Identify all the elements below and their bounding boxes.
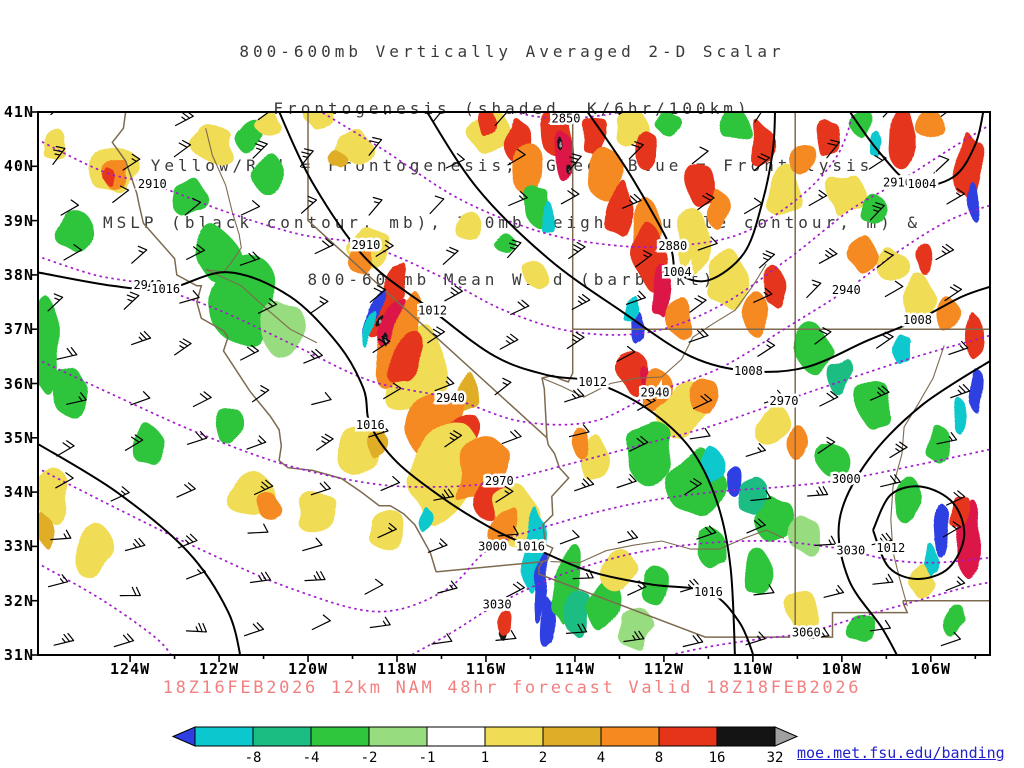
forecast-caption: 18Z16FEB2026 12km NAM 48hr forecast Vali… bbox=[162, 678, 862, 698]
svg-text:2970: 2970 bbox=[485, 474, 514, 488]
svg-text:1016: 1016 bbox=[356, 418, 385, 432]
lat-tick-label: 38N bbox=[3, 265, 34, 284]
colorbar-segment bbox=[194, 726, 254, 747]
svg-text:1008: 1008 bbox=[734, 364, 763, 378]
colorbar-tick-label: 4 bbox=[597, 750, 605, 766]
lon-tick-label: 118W bbox=[376, 660, 418, 678]
svg-text:1016: 1016 bbox=[516, 539, 545, 553]
lon-tick-label: 116W bbox=[465, 660, 507, 678]
axis-ticks bbox=[31, 111, 977, 662]
lon-tick-label: 112W bbox=[643, 660, 684, 678]
svg-text:1016: 1016 bbox=[694, 585, 723, 599]
colorbar-tick-label: -1 bbox=[419, 750, 436, 766]
svg-text:3000: 3000 bbox=[832, 472, 861, 486]
colorbar-segment bbox=[310, 726, 370, 747]
colorbar-right-arrow bbox=[774, 726, 799, 747]
lon-tick-label: 108W bbox=[821, 660, 862, 678]
svg-text:2880: 2880 bbox=[658, 239, 687, 253]
lon-tick-label: 122W bbox=[198, 660, 240, 678]
colorbar-tick-label: -4 bbox=[303, 750, 320, 766]
svg-text:3060: 3060 bbox=[792, 626, 821, 640]
svg-text:1012: 1012 bbox=[578, 375, 607, 389]
svg-text:1016: 1016 bbox=[151, 282, 180, 296]
lat-tick-label: 39N bbox=[3, 211, 34, 230]
title-line-4: MSLP (black contour, mb), 700mb height (… bbox=[103, 213, 921, 232]
lat-tick-label: 31N bbox=[3, 646, 34, 664]
mslp-contours bbox=[38, 112, 990, 655]
lon-tick-label: 120W bbox=[287, 660, 329, 678]
svg-text:2910: 2910 bbox=[351, 238, 380, 252]
svg-text:3000: 3000 bbox=[478, 539, 507, 553]
lat-tick-label: 36N bbox=[3, 374, 34, 393]
svg-text:2970: 2970 bbox=[770, 394, 799, 408]
title-line-1: 800-600mb Vertically Averaged 2-D Scalar bbox=[239, 42, 785, 61]
contour-labels: 2850 2880 2910 2910 2910 2940 2940 2940 2940 2970… bbox=[131, 112, 939, 642]
svg-text:2850: 2850 bbox=[552, 112, 581, 126]
frontogenesis-shading bbox=[38, 112, 986, 652]
colorbar-segment bbox=[600, 726, 660, 747]
svg-text:1004: 1004 bbox=[907, 177, 936, 191]
svg-text:2940: 2940 bbox=[832, 283, 861, 297]
wind-barbs bbox=[47, 112, 971, 648]
map-layers: 2850 2880 2910 2910 2910 2940 2940 2940 2940 2970… bbox=[38, 112, 990, 655]
colorbar-tick-label: -8 bbox=[245, 750, 262, 766]
colorbar-tick-label: 32 bbox=[767, 750, 784, 766]
map-plot: 2850 2880 2910 2910 2910 2940 2940 2940 2940 2970… bbox=[31, 111, 991, 662]
colorbar-tick-label: 2 bbox=[539, 750, 547, 766]
colorbar-segment bbox=[542, 726, 602, 747]
lat-tick-label: 33N bbox=[3, 537, 34, 556]
state-borders bbox=[111, 112, 990, 638]
colorbar-segment bbox=[368, 726, 428, 747]
colorbar-segment bbox=[716, 726, 776, 747]
colorbar-tick-label: 1 bbox=[481, 750, 489, 766]
svg-text:3030: 3030 bbox=[483, 598, 512, 612]
lat-tick-label: 35N bbox=[3, 428, 34, 447]
lat-tick-label: 34N bbox=[3, 483, 34, 502]
svg-text:2940: 2940 bbox=[436, 391, 465, 405]
lon-tick-label: 124W bbox=[110, 660, 151, 678]
lat-tick-label: 32N bbox=[3, 591, 34, 610]
lat-tick-label: 37N bbox=[3, 320, 34, 339]
lon-tick-label: 106W bbox=[910, 660, 951, 678]
colorbar-left-arrow bbox=[172, 726, 196, 747]
colorbar-tick-label: -2 bbox=[361, 750, 378, 766]
svg-text:2940: 2940 bbox=[133, 278, 162, 292]
colorbar-segment bbox=[252, 726, 312, 747]
svg-text:1012: 1012 bbox=[418, 304, 447, 318]
svg-text:1012: 1012 bbox=[876, 541, 905, 555]
banding-link[interactable]: moe.met.fsu.edu/banding bbox=[797, 744, 1005, 762]
lat-tick-label: 41N bbox=[3, 103, 34, 121]
rivers bbox=[205, 128, 945, 607]
svg-text:2940: 2940 bbox=[641, 386, 670, 400]
colorbar: -8 -4 -2 -1 1 2 4 8 16 32 bbox=[172, 726, 799, 766]
lon-tick-label: 110W bbox=[732, 660, 773, 678]
lat-tick-label: 40N bbox=[3, 157, 34, 176]
colorbar-tick-label: 8 bbox=[655, 750, 663, 766]
svg-text:3030: 3030 bbox=[836, 544, 865, 558]
svg-text:1004: 1004 bbox=[663, 265, 692, 279]
colorbar-segment bbox=[484, 726, 544, 747]
colorbar-segment bbox=[426, 726, 486, 747]
svg-text:2910: 2910 bbox=[138, 177, 167, 191]
colorbar-segment bbox=[658, 726, 718, 747]
lon-tick-label: 114W bbox=[554, 660, 595, 678]
svg-text:1008: 1008 bbox=[903, 313, 932, 327]
colorbar-tick-label: 16 bbox=[709, 750, 726, 766]
svg-text:2910: 2910 bbox=[883, 176, 912, 190]
